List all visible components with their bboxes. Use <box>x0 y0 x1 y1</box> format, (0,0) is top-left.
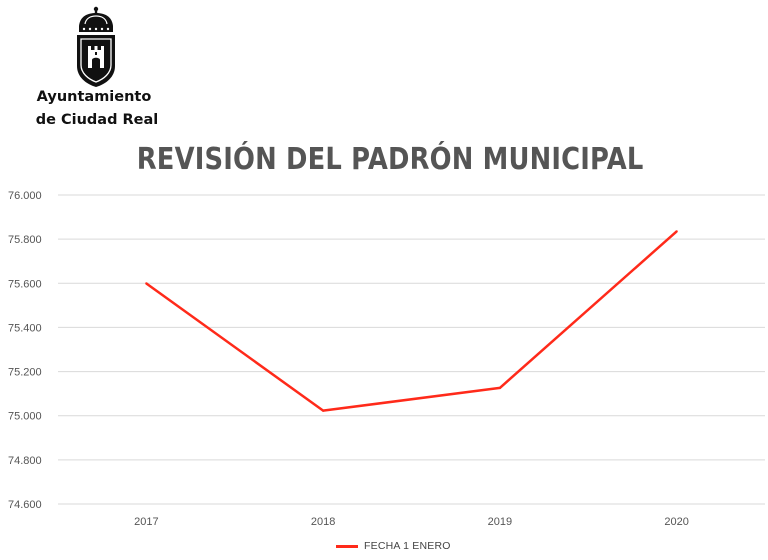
logo: Ayuntamiento de Ciudad Real <box>28 6 168 130</box>
x-tick-label: 2018 <box>311 516 335 528</box>
x-tick-label: 2017 <box>134 516 158 528</box>
org-name-line2: de Ciudad Real <box>35 112 159 128</box>
data-point <box>498 386 502 390</box>
y-tick-label: 75.400 <box>8 322 42 334</box>
x-axis-ticks: 2017 2018 2019 2020 <box>134 516 689 528</box>
y-tick-label: 75.200 <box>8 367 42 379</box>
y-tick-label: 75.600 <box>8 278 42 290</box>
data-point <box>145 282 148 285</box>
data-point <box>321 409 325 412</box>
y-tick-label: 75.800 <box>8 234 42 246</box>
x-tick-label: 2019 <box>488 516 512 528</box>
legend-label: FECHA 1 ENERO <box>364 540 451 552</box>
gridlines <box>58 194 765 505</box>
y-axis-ticks: 74.600 74.800 75.000 75.200 75.400 75.600 75.8… <box>8 190 42 511</box>
y-tick-label: 74.800 <box>8 455 42 467</box>
x-tick-label: 2020 <box>664 516 688 528</box>
series-layer <box>145 230 678 412</box>
chart-title: REVISIÓN DEL PADRÓN MUNICIPAL <box>136 142 644 177</box>
legend-swatch <box>336 544 358 548</box>
org-name-line1: Ayuntamiento <box>36 89 152 105</box>
crest-icon <box>77 6 115 87</box>
y-tick-label: 74.600 <box>8 499 42 511</box>
data-point <box>675 230 678 233</box>
series-line <box>145 230 678 412</box>
y-tick-label: 75.000 <box>8 411 42 423</box>
legend: FECHA 1 ENERO <box>336 538 451 554</box>
y-tick-label: 76.000 <box>8 190 42 202</box>
